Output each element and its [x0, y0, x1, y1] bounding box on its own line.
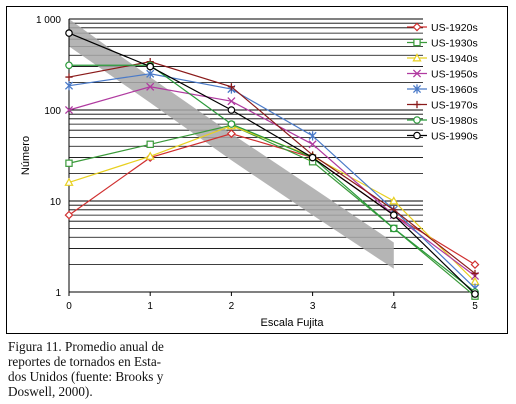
legend-label: US-1920s — [431, 22, 478, 34]
data-point — [145, 151, 155, 160]
legend-label: US-1930s — [431, 38, 478, 50]
legend-entry: US-1920s — [407, 22, 478, 34]
legend-marker — [413, 38, 421, 47]
legend-marker — [412, 22, 422, 32]
data-point — [227, 97, 236, 106]
data-point — [308, 153, 317, 162]
legend-label: US-1990s — [431, 131, 478, 143]
y-axis-title: Número — [20, 136, 32, 175]
legend-marker — [412, 53, 422, 62]
legend-entry: US-1950s — [407, 69, 478, 81]
x-tick-label: 5 — [472, 301, 478, 312]
legend-marker — [413, 131, 421, 140]
data-point — [146, 69, 155, 79]
data-point — [65, 73, 73, 81]
legend-entry: US-1970s — [407, 100, 478, 112]
x-tick-label: 1 — [147, 301, 153, 312]
data-point — [146, 140, 154, 148]
series-line — [68, 32, 476, 295]
figure-caption: Figura 11. Promedio anual de reportes de… — [8, 339, 164, 399]
legend-entry: US-1960s — [407, 84, 478, 96]
series-us-1980s — [65, 61, 479, 296]
chart-frame: 1 10 100 1 000 0 1 2 3 4 5 Escala Fujita Número US-1… — [6, 6, 508, 334]
x-tick-label: 3 — [310, 301, 316, 312]
data-point — [308, 140, 317, 149]
legend-marker — [412, 69, 422, 78]
gray-band — [69, 19, 394, 269]
x-axis-title: Escala Fujita — [261, 317, 325, 329]
legend-label: US-1970s — [431, 100, 478, 112]
legend-label: US-1980s — [431, 115, 478, 127]
data-point — [146, 62, 155, 71]
legend-label: US-1950s — [431, 69, 478, 81]
y-tick-label: 100 — [44, 106, 61, 117]
series-line — [69, 64, 476, 293]
data-point — [227, 83, 235, 91]
legend-entry: US-1940s — [407, 53, 478, 65]
data-point — [65, 29, 73, 37]
data-point — [64, 81, 74, 91]
series-line — [68, 73, 476, 289]
legend-marker — [412, 84, 422, 94]
data-point — [226, 129, 236, 139]
y-tick-label: 10 — [50, 197, 62, 208]
x-tick-label: 0 — [66, 301, 72, 312]
legend-label: US-1940s — [431, 53, 478, 65]
y-tick-label: 1 — [55, 288, 61, 299]
data-point — [389, 224, 398, 233]
y-tick-label: 1 000 — [36, 15, 61, 26]
data-point — [470, 260, 480, 270]
series-us-1990s — [65, 29, 479, 298]
data-point — [227, 106, 236, 114]
data-point — [471, 269, 479, 278]
legend-marker — [413, 100, 421, 109]
data-point — [65, 61, 73, 70]
x-tick-label: 2 — [229, 301, 235, 312]
data-point — [389, 211, 398, 219]
series-line — [68, 61, 476, 274]
legend-marker — [413, 116, 421, 124]
data-point — [389, 196, 399, 205]
data-point — [308, 131, 317, 141]
legend-entry: US-1990s — [407, 131, 478, 143]
legend-label: US-1960s — [431, 84, 478, 96]
legend-entry: US-1980s — [407, 115, 478, 127]
series-us-1970s — [65, 58, 479, 278]
series-line — [68, 124, 476, 297]
legend-entry: US-1930s — [407, 38, 478, 50]
x-tick-label: 4 — [391, 301, 397, 312]
series-us-1930s — [65, 121, 479, 300]
data-point — [227, 120, 236, 128]
data-point — [64, 177, 74, 186]
data-point — [65, 159, 73, 167]
data-point — [64, 210, 74, 220]
data-point — [471, 290, 479, 298]
series-line — [68, 86, 476, 277]
data-point — [146, 82, 155, 91]
data-point — [64, 105, 74, 115]
